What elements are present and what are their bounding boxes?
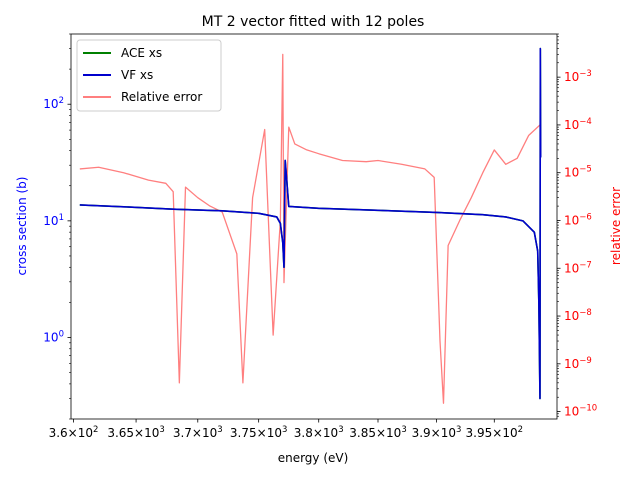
y-left-axis-label: cross section (b) (15, 177, 29, 276)
series-line-relative-error (79, 53, 541, 404)
x-axis: 3.6×102 3.65×103 3.7×103 3.75×103 3.8×103 3.8… (49, 419, 523, 440)
y-left-tick-label: 102 (43, 96, 64, 111)
y-left-tick-label: 100 (43, 329, 64, 344)
y-right-tick-label: 10−8 (564, 308, 592, 323)
legend-label: Relative error (121, 90, 202, 104)
y-right-tick-label: 10−4 (564, 117, 592, 132)
x-tick-label: 3.8×103 (294, 425, 344, 440)
legend-box (76, 39, 222, 112)
y-right-tick-label: 10−9 (564, 356, 592, 371)
y-left-tick-label: 101 (43, 213, 64, 228)
x-tick-label: 3.75×103 (230, 425, 287, 440)
y-right-tick-label: 10−7 (564, 260, 592, 275)
y-right-tick-label: 10−6 (564, 212, 592, 227)
y-right-tick-label: 10−3 (564, 69, 592, 84)
legend: ACE xs VF xs Relative error (76, 39, 222, 112)
x-tick-label: 3.6×102 (49, 425, 99, 440)
x-tick-label: 3.65×103 (107, 425, 164, 440)
x-tick-label: 3.7×103 (173, 425, 223, 440)
y-right-axis: 10−10 10−9 10−8 10−7 10−6 10−5 10−4 10−3 (557, 33, 597, 419)
legend-label: VF xs (121, 68, 153, 82)
x-tick-label: 3.95×102 (466, 425, 523, 440)
y-right-tick-label: 10−10 (564, 404, 597, 419)
x-tick-label: 3.9×103 (412, 425, 462, 440)
plot-area (79, 47, 542, 404)
axes-frame (70, 33, 558, 420)
x-tick-label: 3.85×103 (349, 425, 406, 440)
chart-title: MT 2 vector fitted with 12 poles (202, 14, 425, 30)
series-line-vf-xs (79, 47, 542, 400)
legend-label: ACE xs (121, 46, 162, 60)
y-right-axis-label: relative error (609, 187, 623, 265)
y-right-tick-label: 10−5 (564, 165, 592, 180)
x-axis-label: energy (eV) (278, 451, 349, 465)
y-left-axis: 100 101 102 (43, 33, 71, 420)
